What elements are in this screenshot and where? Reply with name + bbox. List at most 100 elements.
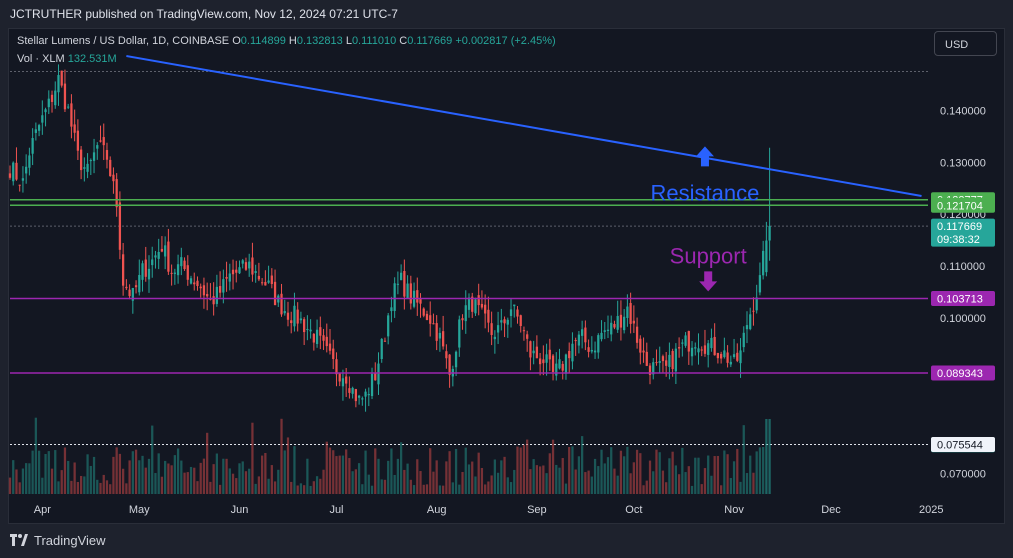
candle-body bbox=[726, 352, 729, 363]
volume-bar bbox=[76, 481, 80, 494]
volume-bar bbox=[222, 458, 225, 494]
volume-bar bbox=[128, 460, 131, 494]
candle-body bbox=[671, 350, 674, 370]
volume-bar bbox=[710, 475, 713, 494]
candle-body bbox=[545, 354, 548, 363]
candle-body bbox=[367, 394, 370, 396]
candle-body-highlight bbox=[768, 226, 771, 241]
volume-bar bbox=[513, 469, 516, 494]
candle-body bbox=[170, 272, 173, 274]
candle-body bbox=[86, 163, 89, 172]
volume-bar bbox=[403, 469, 406, 494]
candle-body bbox=[112, 174, 115, 182]
candle-body bbox=[516, 309, 519, 317]
y-tick-label: 0.140000 bbox=[940, 105, 986, 117]
candle-body bbox=[257, 275, 261, 280]
volume-legend[interactable]: Vol · XLM 132.531M bbox=[17, 53, 117, 65]
tradingview-logo-icon bbox=[10, 534, 28, 546]
candle-body bbox=[47, 98, 50, 108]
volume-bar bbox=[151, 425, 154, 494]
volume-bar bbox=[581, 436, 584, 494]
candle-body bbox=[655, 362, 658, 364]
candle-body bbox=[732, 354, 736, 358]
volume-bar bbox=[593, 458, 597, 494]
volume-bar bbox=[241, 461, 244, 494]
volume-bar bbox=[238, 463, 241, 494]
candle-body bbox=[587, 347, 590, 352]
volume-bar bbox=[438, 485, 442, 494]
volume-bar bbox=[432, 471, 435, 494]
candle-body bbox=[218, 286, 222, 293]
volume-bar bbox=[665, 482, 668, 494]
volume-bar bbox=[315, 476, 319, 494]
candle-body bbox=[568, 350, 571, 359]
volume-bar bbox=[267, 478, 270, 494]
candle-body bbox=[758, 275, 762, 293]
volume-bar bbox=[345, 449, 348, 494]
tradingview-logo[interactable]: TradingView bbox=[10, 533, 106, 548]
candle-body bbox=[697, 348, 700, 353]
candle-body bbox=[584, 327, 587, 343]
candle-body bbox=[467, 297, 471, 310]
x-tick-label: 2025 bbox=[919, 504, 943, 516]
volume-bar bbox=[196, 481, 199, 494]
volume-bar bbox=[351, 471, 354, 494]
volume-bar bbox=[532, 459, 535, 494]
candle-body bbox=[309, 329, 312, 332]
candle-body bbox=[15, 162, 18, 180]
volume-bar bbox=[335, 456, 338, 494]
price-label: 0.117669 bbox=[937, 221, 982, 233]
price-label: 0.089343 bbox=[937, 368, 983, 380]
candle-body bbox=[118, 202, 122, 250]
volume-bar bbox=[86, 454, 89, 494]
volume-bar bbox=[67, 460, 70, 494]
candle-body bbox=[461, 318, 464, 321]
candle-body bbox=[632, 320, 635, 324]
candle-body bbox=[755, 297, 758, 311]
volume-bar bbox=[312, 481, 315, 494]
volume-bar bbox=[707, 455, 710, 494]
volume-bar bbox=[199, 462, 202, 494]
candle-body bbox=[736, 352, 739, 361]
volume-bar bbox=[115, 447, 118, 494]
candle-body bbox=[535, 346, 539, 359]
candle-body bbox=[322, 335, 325, 341]
candle-body bbox=[577, 334, 581, 346]
volume-bar bbox=[164, 460, 167, 494]
volume-bar bbox=[445, 461, 448, 494]
candle-body bbox=[270, 275, 273, 285]
currency-button[interactable]: USD bbox=[934, 31, 997, 56]
volume-bar bbox=[138, 460, 141, 494]
candle-body bbox=[749, 314, 752, 330]
candle-body bbox=[503, 319, 506, 324]
candle-body bbox=[109, 159, 112, 177]
symbol-legend[interactable]: Stellar Lumens / US Dollar, 1D, COINBASE… bbox=[17, 35, 556, 47]
candle-body bbox=[652, 362, 655, 375]
candle-body bbox=[102, 137, 105, 146]
candle-body bbox=[303, 319, 306, 333]
volume-bar bbox=[102, 474, 105, 494]
volume-bar bbox=[516, 446, 519, 494]
volume-bar bbox=[341, 455, 345, 494]
candle-body bbox=[92, 152, 96, 161]
candle-body bbox=[723, 350, 726, 358]
volume-bar bbox=[235, 478, 238, 494]
volume-bar bbox=[370, 485, 374, 494]
volume-bar bbox=[677, 474, 681, 494]
volume-bar bbox=[134, 449, 138, 494]
volume-bar bbox=[290, 481, 293, 494]
candle-body bbox=[89, 160, 92, 162]
candle-body bbox=[296, 309, 299, 324]
chart-frame[interactable] bbox=[8, 28, 1005, 524]
candle-body bbox=[416, 290, 419, 303]
volume-bar bbox=[147, 458, 151, 494]
candle-body bbox=[83, 167, 86, 169]
candle-body bbox=[590, 349, 593, 352]
volume-bar bbox=[674, 465, 678, 494]
volume-bar bbox=[487, 481, 490, 494]
candle-body bbox=[474, 299, 477, 314]
volume-bar bbox=[176, 448, 180, 494]
volume-bar bbox=[354, 469, 357, 494]
volume-bar bbox=[183, 472, 186, 494]
